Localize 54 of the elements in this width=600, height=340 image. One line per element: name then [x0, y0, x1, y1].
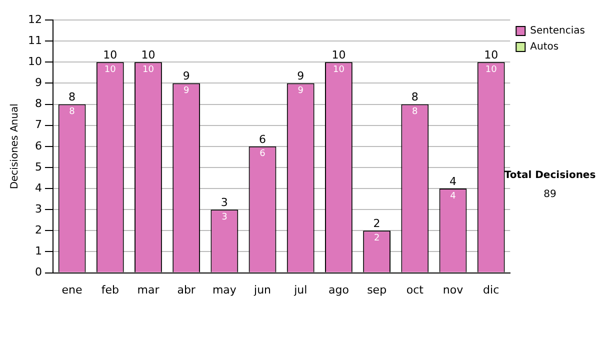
- data-label: 9: [298, 86, 304, 96]
- y-tick-label: 7: [34, 118, 42, 132]
- data-label: 10: [332, 64, 345, 75]
- y-tick-label: 9: [34, 76, 42, 90]
- x-tick-label: nov: [442, 283, 464, 296]
- data-label: 10: [104, 64, 116, 75]
- x-tick-label: jul: [293, 283, 308, 296]
- data-label: 6: [260, 149, 266, 160]
- legend-label: Sentencias: [530, 26, 586, 37]
- data-label: 10: [485, 64, 498, 75]
- y-tick-label: 0: [34, 266, 42, 279]
- data-label: 4: [450, 191, 456, 202]
- x-tick-label: ago: [328, 283, 350, 296]
- x-tick-label: mar: [137, 283, 160, 296]
- y-tick-label: 8: [34, 97, 42, 110]
- total-label: 8: [68, 90, 76, 104]
- total-label: 9: [182, 70, 190, 83]
- total-label: 8: [411, 90, 418, 104]
- x-tick-label: dic: [483, 283, 500, 296]
- legend-label: Autos: [530, 42, 559, 53]
- data-label: 10: [142, 64, 154, 75]
- x-tick-label: ene: [62, 283, 83, 296]
- x-tick-label: oct: [406, 283, 424, 296]
- y-tick-label: 11: [28, 34, 42, 47]
- annotation: Total Decisiones: [503, 170, 597, 181]
- y-tick-label: 12: [28, 12, 42, 26]
- total-label: 3: [220, 196, 228, 209]
- data-label: 8: [412, 107, 418, 118]
- y-tick-label: 4: [34, 181, 42, 194]
- x-tick-label: may: [212, 283, 237, 296]
- y-axis-title: Decisiones Anual: [10, 104, 21, 190]
- total-label: 10: [332, 48, 346, 62]
- total-label: 10: [141, 48, 156, 62]
- text: 89: [542, 189, 558, 200]
- y-tick-label: 6: [34, 139, 42, 152]
- total-label: 2: [373, 217, 380, 230]
- data-label: 9: [183, 86, 190, 96]
- total-label: 10: [103, 48, 118, 62]
- y-tick-label: 1: [34, 244, 42, 258]
- total-label: 10: [484, 48, 498, 62]
- x-tick-label: jun: [253, 283, 272, 296]
- total-label: 4: [449, 174, 456, 188]
- data-label: 2: [374, 234, 380, 244]
- y-tick-label: 3: [34, 202, 42, 216]
- total-label: 9: [297, 70, 304, 83]
- data-label: 3: [222, 212, 228, 222]
- x-tick-label: feb: [101, 283, 119, 296]
- data-label: 8: [69, 107, 76, 118]
- x-tick-label: sep: [367, 283, 387, 296]
- y-tick-label: 10: [28, 54, 42, 68]
- y-tick-label: 2: [34, 224, 42, 237]
- y-tick-label: 5: [34, 160, 42, 174]
- x-tick-label: abr: [177, 283, 196, 296]
- total-label: 6: [259, 132, 266, 146]
